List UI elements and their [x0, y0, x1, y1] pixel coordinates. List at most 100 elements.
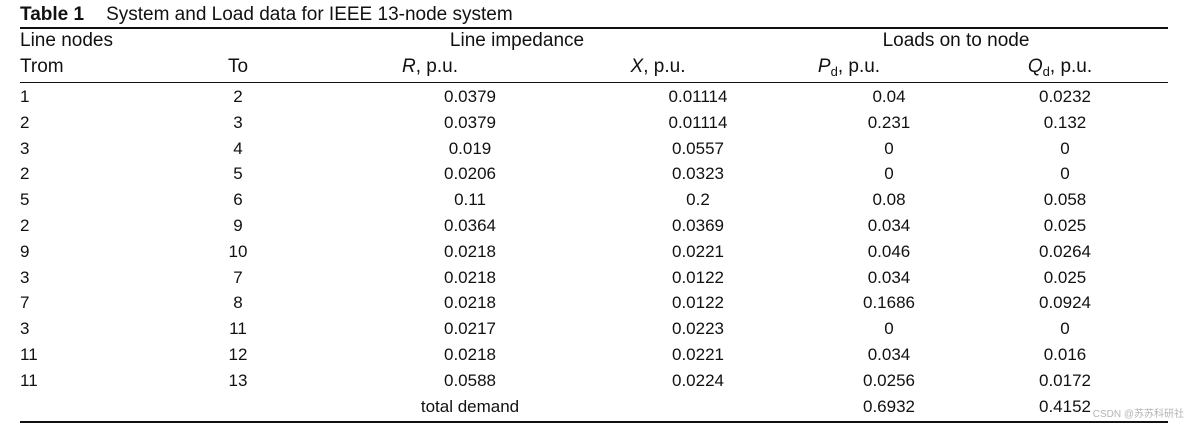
cell-qd: 0 [1060, 319, 1070, 339]
table-row: 11 12 0.0218 0.0221 0.034 0.016 [20, 342, 1168, 368]
total-qd: 0.4152 [1039, 396, 1091, 416]
cell-x: 0.0323 [672, 164, 724, 184]
cell-to: 9 [233, 215, 243, 235]
cell-pd: 0.08 [872, 190, 906, 210]
cell-x: 0.2 [686, 190, 710, 210]
cell-from: 3 [20, 319, 30, 339]
cell-x: 0.01114 [668, 112, 728, 132]
cell-pd: 0.034 [867, 267, 911, 287]
cell-to: 6 [233, 190, 243, 210]
cell-r: 0.0218 [444, 344, 496, 364]
cell-from: 5 [20, 190, 30, 210]
cell-pd: 0 [884, 138, 894, 158]
cell-pd: 0 [884, 319, 894, 339]
cell-r: 0.0206 [444, 164, 496, 184]
cell-pd: 0 [884, 164, 894, 184]
cell-from: 11 [20, 370, 38, 390]
cell-r: 0.0364 [444, 215, 496, 235]
cell-to: 3 [233, 112, 243, 132]
cell-to: 12 [228, 344, 248, 364]
table-caption-label: Table 1 [20, 4, 85, 25]
table-row: 3 7 0.0218 0.0122 0.034 0.025 [20, 265, 1168, 291]
cell-x: 0.01114 [668, 87, 728, 106]
header-col-qd: Qd, p.u. [1028, 56, 1092, 83]
header-col-pd: Pd, p.u. [818, 56, 880, 83]
cell-qd: 0.132 [1043, 112, 1087, 132]
cell-from: 3 [20, 138, 30, 158]
cell-pd: 0.034 [867, 215, 911, 235]
cell-from: 7 [20, 293, 30, 313]
header-col-x-symbol: X [630, 56, 644, 77]
header-col-x: X, p.u. [631, 56, 686, 78]
cell-to: 2 [233, 87, 243, 106]
cell-qd: 0.025 [1043, 215, 1087, 235]
header-group-loads: Loads on to node [882, 30, 1030, 51]
header-col-to: To [227, 56, 249, 77]
cell-from: 2 [20, 112, 30, 132]
cell-to-empty [116, 394, 360, 420]
total-pd: 0.6932 [863, 396, 915, 416]
header-col-pd-unit: , p.u. [837, 56, 881, 77]
cell-r: 0.0379 [444, 112, 496, 132]
header-group-line-impedance: Line impedance [449, 30, 585, 51]
table-caption: Table 1 System and Load data for IEEE 13-… [20, 4, 513, 26]
cell-r: 0.0218 [444, 293, 496, 313]
table-row: 7 8 0.0218 0.0122 0.1686 0.0924 [20, 290, 1168, 316]
table-row: 3 4 0.019 0.0557 0 0 [20, 136, 1168, 162]
cell-from-empty [20, 394, 116, 420]
cell-r: 0.019 [448, 138, 492, 158]
header-col-x-unit: , p.u. [643, 56, 686, 77]
cell-r: 0.0588 [444, 370, 496, 390]
table-row: 9 10 0.0218 0.0221 0.046 0.0264 [20, 239, 1168, 265]
cell-r: 0.0218 [444, 267, 496, 287]
table-caption-title: System and Load data for IEEE 13-node sy… [106, 4, 513, 25]
table-row: 11 13 0.0588 0.0224 0.0256 0.0172 [20, 368, 1168, 394]
table-header-rule [20, 82, 1168, 83]
cell-to: 5 [233, 164, 243, 184]
header-col-qd-unit: , p.u. [1049, 56, 1093, 77]
header-col-from: Trom [20, 56, 64, 77]
header-col-pd-symbol: P [817, 56, 831, 77]
cell-from: 3 [20, 267, 30, 287]
cell-x: 0.0223 [672, 319, 724, 339]
cell-qd: 0.0924 [1039, 293, 1091, 313]
header-col-pd-subscript: d [830, 64, 838, 79]
table-row: 1 2 0.0379 0.01114 0.04 0.0232 [20, 84, 1168, 110]
header-col-qd-symbol: Q [1027, 56, 1043, 77]
total-row: total demand 0.6932 0.4152 [20, 394, 1168, 420]
watermark: CSDN @苏苏科研社 [1092, 409, 1184, 420]
cell-qd: 0.0264 [1039, 241, 1091, 261]
cell-from: 1 [20, 87, 30, 106]
cell-qd: 0 [1060, 138, 1070, 158]
cell-pd: 0.1686 [863, 293, 915, 313]
header-col-r-unit: , p.u. [415, 56, 458, 77]
cell-pd: 0.046 [867, 241, 911, 261]
cell-from: 2 [20, 215, 30, 235]
cell-from: 11 [20, 344, 38, 364]
header-col-r: R, p.u. [402, 56, 458, 78]
table-row: 2 3 0.0379 0.01114 0.231 0.132 [20, 110, 1168, 136]
cell-pd: 0.231 [867, 112, 911, 132]
cell-x: 0.0221 [672, 241, 724, 261]
table-row: 2 9 0.0364 0.0369 0.034 0.025 [20, 213, 1168, 239]
header-col-qd-subscript: d [1042, 64, 1050, 79]
cell-qd: 0.025 [1043, 267, 1087, 287]
cell-x-empty [580, 394, 816, 420]
cell-pd: 0.0256 [863, 370, 915, 390]
cell-x: 0.0557 [672, 138, 724, 158]
cell-to: 8 [233, 293, 243, 313]
cell-to: 11 [229, 319, 247, 339]
header-group-line-nodes: Line nodes [20, 30, 113, 51]
cell-r: 0.0218 [444, 241, 496, 261]
cell-x: 0.0369 [672, 215, 724, 235]
cell-to: 13 [228, 370, 248, 390]
table-row: 2 5 0.0206 0.0323 0 0 [20, 161, 1168, 187]
table-bottom-rule [20, 421, 1168, 423]
cell-qd: 0.0232 [1039, 87, 1091, 106]
cell-r: 0.11 [454, 190, 486, 210]
header-col-r-symbol: R [402, 56, 416, 77]
cell-to: 4 [233, 138, 243, 158]
cell-pd: 0.04 [872, 87, 906, 106]
cell-x: 0.0122 [672, 293, 724, 313]
total-demand-label: total demand [420, 396, 520, 416]
